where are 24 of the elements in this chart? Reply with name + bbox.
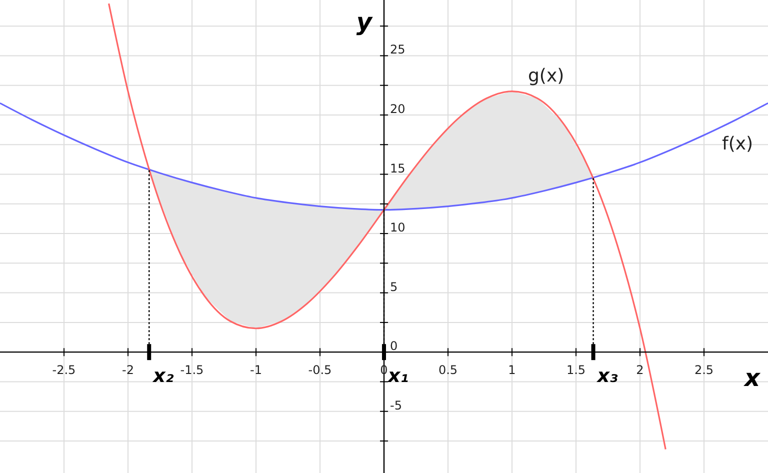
y-tick-label: 5 <box>390 280 398 294</box>
x-tick-label: -1.5 <box>180 363 204 378</box>
x-tick-label: 1 <box>508 363 516 378</box>
y-tick-label: 25 <box>390 42 406 57</box>
annotation: x₂ <box>152 365 174 388</box>
x-tick-label: 1.5 <box>566 363 586 378</box>
y-tick-label: -5 <box>390 398 402 412</box>
x-tick-label: -0.5 <box>308 363 332 378</box>
annotation: x₃ <box>596 365 619 388</box>
series-label: g(x) <box>528 65 564 86</box>
series-label: f(x) <box>722 134 754 155</box>
y-axis-title: y <box>356 8 374 36</box>
x-axis-title: x <box>744 364 762 392</box>
y-tick-label: 15 <box>390 161 406 176</box>
annotation: x₁ <box>387 365 409 388</box>
x-tick-label: 0.5 <box>438 363 458 378</box>
x-tick-label: 2 <box>636 363 644 378</box>
y-tick-label: 10 <box>390 220 406 235</box>
x-tick-label: -1 <box>250 363 262 378</box>
y-tick-label: 0 <box>390 339 398 354</box>
x-tick-label: 2.5 <box>694 363 714 378</box>
x-tick-label: -2 <box>122 363 134 378</box>
y-tick-label: 20 <box>390 102 406 116</box>
x-tick-label: -2.5 <box>52 363 76 378</box>
